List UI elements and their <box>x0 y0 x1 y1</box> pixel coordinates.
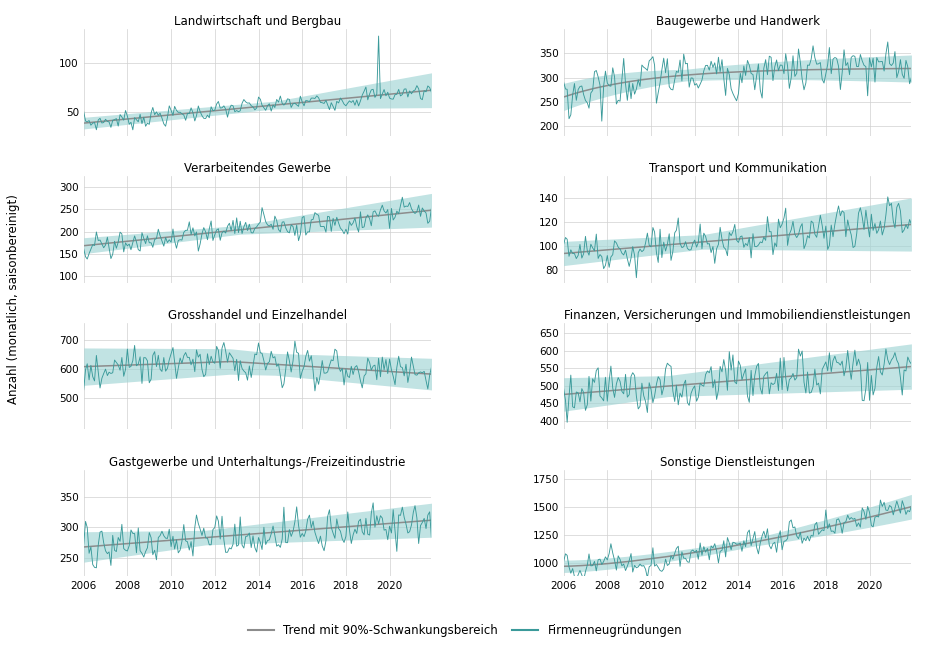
Title: Sonstige Dienstleistungen: Sonstige Dienstleistungen <box>660 456 815 469</box>
Title: Grosshandel und Einzelhandel: Grosshandel und Einzelhandel <box>168 309 347 322</box>
Title: Gastgewerbe und Unterhaltungs-/Freizeitindustrie: Gastgewerbe und Unterhaltungs-/Freizeiti… <box>110 456 405 469</box>
Title: Verarbeitendes Gewerbe: Verarbeitendes Gewerbe <box>184 162 331 175</box>
Legend: Trend mit 90%-Schwankungsbereich, Firmenneugründungen: Trend mit 90%-Schwankungsbereich, Firmen… <box>243 619 687 642</box>
Title: Baugewerbe und Handwerk: Baugewerbe und Handwerk <box>656 15 819 28</box>
Text: Anzahl (monatlich, saisonbereinigt): Anzahl (monatlich, saisonbereinigt) <box>7 195 20 404</box>
Title: Finanzen, Versicherungen und Immobiliendienstleistungen: Finanzen, Versicherungen und Immobiliend… <box>565 309 910 322</box>
Title: Landwirtschaft und Bergbau: Landwirtschaft und Bergbau <box>174 15 341 28</box>
Title: Transport und Kommunikation: Transport und Kommunikation <box>648 162 827 175</box>
